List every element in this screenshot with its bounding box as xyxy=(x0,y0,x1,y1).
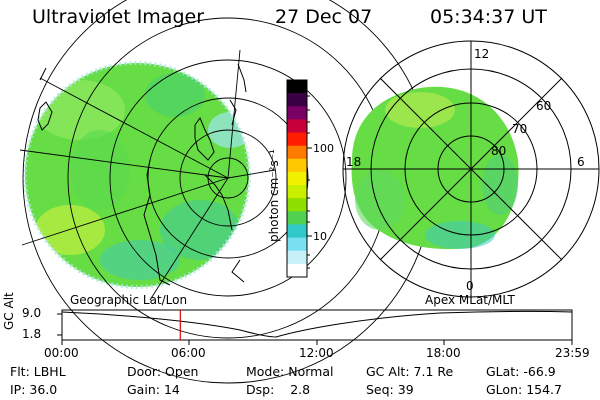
aurora-blotch xyxy=(425,221,495,249)
mlt-label-18: 18 xyxy=(346,155,361,169)
gcalt-value: 7.1 Re xyxy=(413,364,454,379)
timeline-ytick: 1.8 xyxy=(22,327,42,341)
mlat-label-80: 80 xyxy=(491,144,506,158)
colorbar-segment xyxy=(287,93,307,107)
timeline-frame xyxy=(61,309,573,341)
colorbar-segment xyxy=(287,119,307,134)
aurora-blotch xyxy=(35,205,105,255)
colorbar-segment xyxy=(287,250,307,265)
mlt-label-0: 0 xyxy=(466,279,474,293)
colorbar-frame xyxy=(286,79,308,278)
colorbar-segment xyxy=(287,145,307,160)
status-flt: Flt: LBHL xyxy=(10,364,66,379)
timeline-ytick: 9.0 xyxy=(22,306,42,320)
colorbar-segment xyxy=(287,132,307,147)
timeline-xtick: 00:00 xyxy=(44,346,79,360)
timeline-ticks xyxy=(57,313,573,345)
colorbar-tick-label: 10 xyxy=(313,230,327,243)
colorbar-segment xyxy=(287,263,307,278)
ip-value: 36.0 xyxy=(29,382,58,397)
right-panel-caption: Apex MLat/MLT xyxy=(425,293,515,307)
status-glon: GLon: 154.7 xyxy=(486,382,562,397)
colorbar-segment xyxy=(287,185,307,199)
mlat-label-60: 60 xyxy=(536,99,551,113)
gain-value: 14 xyxy=(163,382,180,397)
timeline-xtick: 18:00 xyxy=(426,346,461,360)
status-mode: Mode: Normal xyxy=(246,364,334,379)
geographic-image xyxy=(19,0,434,384)
aurora-blotch xyxy=(355,170,405,230)
timeline-axis-label: GC Alt xyxy=(2,292,16,330)
mlt-label-12: 12 xyxy=(474,47,489,61)
status-door: Door: Open xyxy=(127,364,199,379)
timeline-xtick: 06:00 xyxy=(171,346,206,360)
status-dsp: Dsp: 2.8 xyxy=(246,382,311,397)
instrument-title: Ultraviolet Imager xyxy=(32,6,205,28)
aurora-blotch xyxy=(100,240,180,280)
colorbar-segment xyxy=(287,171,307,186)
timeline-xtick: 23:59 xyxy=(555,346,590,360)
door-value: Open xyxy=(165,364,199,379)
status-glat: GLat: -66.9 xyxy=(486,364,556,379)
status-gain: Gain: 14 xyxy=(127,382,180,397)
timeline-xtick: 12:00 xyxy=(299,346,334,360)
polar-grid xyxy=(342,40,600,298)
seq-value: 39 xyxy=(397,382,414,397)
colorbar-segment xyxy=(287,80,307,94)
aurora-blotch xyxy=(385,92,455,128)
colorbar-unit-label: photon cm⁻²s⁻¹ xyxy=(267,149,281,242)
glat-value: -66.9 xyxy=(523,364,556,379)
coastlines xyxy=(37,63,247,286)
status-gcalt: GC Alt: 7.1 Re xyxy=(366,364,454,379)
time-label: 05:34:37 UT xyxy=(430,6,547,28)
colorbar-segment xyxy=(287,158,307,173)
aurora-blotch xyxy=(35,80,125,140)
left-panel-caption: Geographic Lat/Lon xyxy=(70,293,188,307)
mlt-label-6: 6 xyxy=(577,155,585,169)
colorbar-segment xyxy=(287,224,307,239)
glon-value: 154.7 xyxy=(526,382,562,397)
polar-image xyxy=(342,40,600,298)
colorbar-segment xyxy=(287,198,307,212)
colorbar xyxy=(287,80,307,278)
colorbar-ticks xyxy=(307,95,312,269)
status-ip: IP: 36.0 xyxy=(10,382,58,397)
mlat-label-70: 70 xyxy=(512,122,527,136)
colorbar-tick-label: 100 xyxy=(313,142,334,155)
aurora-blotch xyxy=(145,73,205,117)
colorbar-segment xyxy=(287,237,307,252)
altitude-curve xyxy=(61,310,573,338)
aurora-blotch xyxy=(70,130,130,210)
colorbar-segment xyxy=(287,211,307,226)
mode-value: Normal xyxy=(288,364,334,379)
dsp-value: 2.8 xyxy=(290,382,311,397)
altitude-timeline xyxy=(57,309,573,345)
aurora-blotch xyxy=(160,200,240,260)
flt-value: LBHL xyxy=(33,364,66,379)
colorbar-segment xyxy=(287,106,307,120)
status-seq: Seq: 39 xyxy=(366,382,414,397)
